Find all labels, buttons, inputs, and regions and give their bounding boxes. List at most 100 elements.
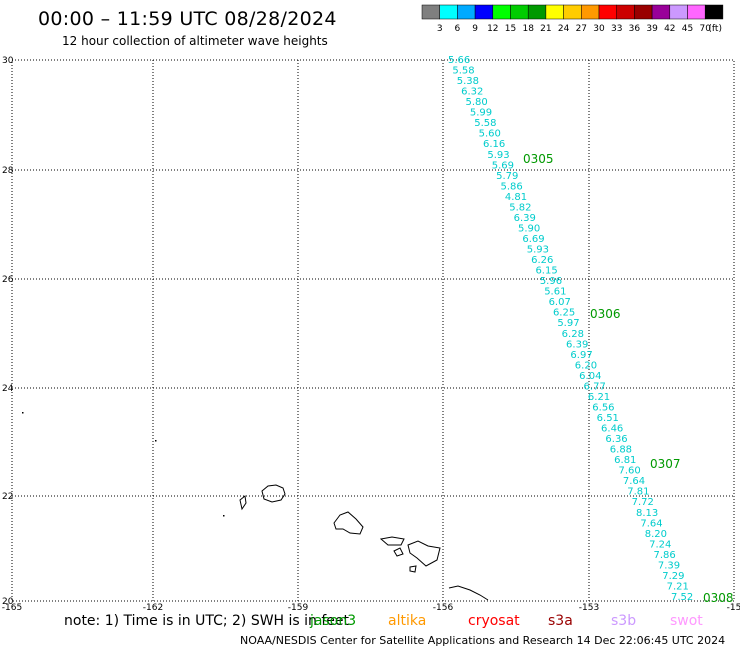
longitude-label: -153: [579, 603, 599, 613]
altimeter-map: -165 -162 -159 -156 -153 -15 30 28 26 24 22 20 5.66…: [2, 55, 740, 613]
hawaii-big-island: [448, 585, 489, 601]
colorbar-unit: (ft): [708, 24, 722, 34]
kahoolawe-island: [409, 565, 417, 573]
colorbar-swatch: [704, 4, 724, 20]
swh-value-label: 5.61: [544, 287, 566, 298]
swh-value-label: 6.16: [483, 139, 505, 150]
colorbar-label: 18: [522, 24, 534, 34]
swh-value-label: 6.15: [535, 266, 557, 277]
swh-value-label: 7.64: [623, 476, 645, 487]
swh-value-label: 5.99: [470, 108, 492, 119]
colorbar-label: 27: [576, 24, 587, 34]
swh-value-label: 6.07: [549, 297, 571, 308]
satellite-legend-item: s3b: [611, 613, 637, 629]
colorbar-label: 21: [540, 24, 551, 34]
latitude-label: 30: [2, 56, 14, 66]
swh-value-label: 6.39: [566, 339, 588, 350]
satellite-legend-item: s3a: [548, 613, 573, 629]
swh-value-label: 7.60: [619, 466, 641, 477]
necker-islet: [155, 440, 157, 442]
swh-value-label: 6.88: [610, 445, 632, 456]
page-title: 00:00 – 11:59 UTC 08/28/2024: [38, 8, 337, 30]
latitude-label: 20: [2, 597, 14, 607]
swh-value-label: 5.97: [557, 318, 579, 329]
legend-note: note: 1) Time is in UTC; 2) SWH is in fe…: [64, 613, 350, 629]
kauai-island: [261, 484, 286, 503]
pass-time-label: 0307: [650, 457, 681, 471]
swh-value-label: 6.20: [575, 360, 597, 371]
colorbar-label: 9: [472, 24, 478, 34]
swh-value-label: 6.32: [461, 87, 483, 98]
page-subtitle: 12 hour collection of altimeter wave hei…: [62, 34, 328, 48]
colorbar-label: 36: [629, 24, 641, 34]
axis-labels: -165 -162 -159 -156 -153 -15 30 28 26 24 22 20: [2, 56, 740, 613]
swh-value-label: 7.29: [662, 571, 684, 582]
colorbar-label: 42: [664, 24, 675, 34]
swh-value-label: 7.64: [640, 518, 662, 529]
footer-credit: NOAA/NESDIS Center for Satellite Applica…: [240, 634, 726, 647]
niihau-island: [239, 495, 247, 511]
colorbar-label: 45: [682, 24, 693, 34]
map-grid: [11, 59, 735, 602]
swh-value-label: 5.82: [509, 202, 531, 213]
colorbar-label: 6: [455, 24, 461, 34]
swh-value-label: 7.81: [627, 487, 649, 498]
pass-time-label: 0306: [590, 307, 621, 321]
swh-value-label: 5.66: [448, 55, 470, 66]
swh-value-label: 5.58: [474, 118, 496, 129]
maui-island: [407, 540, 441, 567]
swh-value-label: 5.69: [492, 160, 514, 171]
swh-value-label: 6.51: [597, 413, 619, 424]
swh-value-label: 6.25: [553, 308, 575, 319]
swh-value-label: 7.21: [667, 581, 689, 592]
map-frame: [11, 59, 735, 602]
swh-value-label: 6.36: [605, 434, 627, 445]
colorbar-label: 33: [611, 24, 622, 34]
swh-value-label: 6.77: [584, 381, 606, 392]
colorbar-label: 15: [505, 24, 516, 34]
swh-value-label: 5.80: [465, 97, 487, 108]
swh-value-label: 6.26: [531, 255, 553, 266]
swh-value-label: 7.39: [658, 560, 680, 571]
pass-time-label: 0308: [703, 591, 734, 605]
swh-value-label: 7.24: [649, 539, 671, 550]
longitude-label: -159: [288, 603, 309, 613]
colorbar-label: 70: [699, 24, 711, 34]
swh-value-label: 6.04: [579, 371, 601, 382]
satellite-legend-item: altika: [388, 613, 427, 629]
colorbar-label: 3: [437, 24, 443, 34]
latitude-label: 26: [2, 275, 14, 285]
longitude-label: -156: [433, 603, 454, 613]
swh-value-label: 5.90: [518, 223, 540, 234]
nihoa-islet: [22, 412, 24, 414]
pass-time-label: 0305: [523, 152, 554, 166]
swh-value-label: 5.60: [479, 129, 501, 140]
lanai-island: [393, 547, 404, 557]
colorbar-label: 39: [646, 24, 658, 34]
longitude-label: -162: [143, 603, 163, 613]
colorbar-label: 12: [487, 24, 498, 34]
swh-value-label: 4.81: [505, 192, 527, 203]
colorbar-label: 30: [593, 24, 605, 34]
latitude-label: 22: [2, 492, 13, 502]
oahu-island: [333, 511, 364, 535]
hawaii-coastline: [22, 412, 489, 601]
swh-value-label: 6.28: [562, 329, 584, 340]
swh-value-label: 5.93: [527, 245, 549, 256]
kaula-islet: [223, 515, 225, 517]
colorbar-label: 24: [558, 24, 570, 34]
swh-value-label: 5.38: [457, 76, 479, 87]
swh-value-label: 6.21: [588, 392, 610, 403]
latitude-label: 24: [2, 384, 14, 394]
wave-height-colorbar: 3 6 9 12 15 18 21 24 27 30 33 36 39 42 45 70(ft): [421, 4, 724, 34]
swh-value-label: 6.69: [522, 234, 544, 245]
swh-value-label: 7.72: [632, 497, 654, 508]
satellite-legend-item: jason3: [310, 613, 357, 629]
swh-value-label: 6.39: [514, 213, 536, 224]
swh-value-label: 5.86: [500, 181, 522, 192]
longitude-label: -15: [727, 603, 740, 613]
swh-value-label: 6.97: [570, 350, 592, 361]
swh-value-label: 6.56: [592, 402, 614, 413]
molokai-island: [379, 536, 405, 546]
swh-value-label: 7.86: [654, 550, 676, 561]
